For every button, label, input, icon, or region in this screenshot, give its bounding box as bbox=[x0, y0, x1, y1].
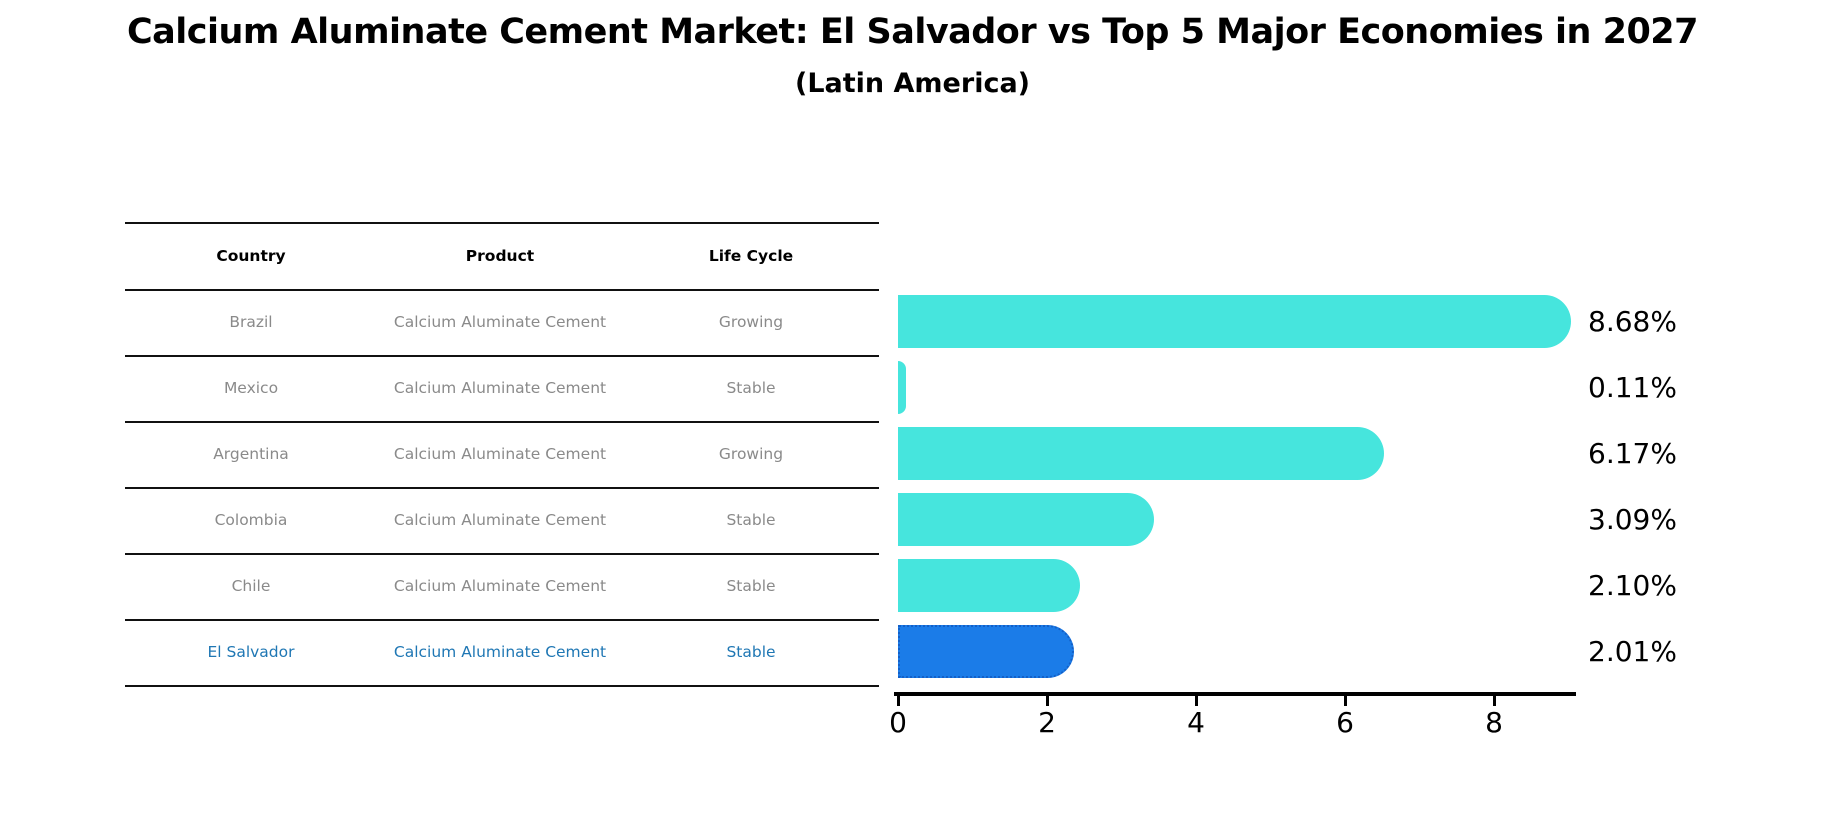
x-axis-tick-label: 6 bbox=[1336, 706, 1354, 739]
value-label-colombia: 3.09% bbox=[1588, 503, 1677, 536]
table-row-1-cell-product: Calcium Aluminate Cement bbox=[393, 313, 607, 331]
table-row-4-cell-product: Calcium Aluminate Cement bbox=[393, 511, 607, 529]
table-rule-line bbox=[125, 355, 879, 357]
table-row-2-cell-life-cycle: Stable bbox=[726, 379, 776, 397]
table-row-1-cell-life-cycle: Growing bbox=[718, 313, 784, 331]
table-rule-line bbox=[125, 222, 879, 224]
table-row-6-cell-life-cycle: Stable bbox=[726, 643, 776, 661]
table-row-3-cell-life-cycle: Growing bbox=[718, 445, 784, 463]
x-axis-line bbox=[894, 692, 1576, 696]
chart-subtitle: (Latin America) bbox=[794, 68, 1031, 99]
table-row-5-cell-life-cycle: Stable bbox=[726, 577, 776, 595]
bar-mexico bbox=[898, 361, 906, 414]
value-label-el-salvador: 2.01% bbox=[1588, 635, 1677, 668]
table-row-4-cell-country: Colombia bbox=[214, 511, 288, 529]
bar-highlight-el-salvador bbox=[898, 625, 1074, 678]
x-axis-tick-label: 0 bbox=[889, 706, 907, 739]
table-rule-line bbox=[125, 289, 879, 291]
table-row-2-cell-product: Calcium Aluminate Cement bbox=[393, 379, 607, 397]
table-row-6-cell-country: El Salvador bbox=[207, 643, 295, 661]
table-row-4-cell-life-cycle: Stable bbox=[726, 511, 776, 529]
bar-brazil bbox=[898, 295, 1571, 348]
table-rule-line bbox=[125, 553, 879, 555]
value-label-argentina: 6.17% bbox=[1588, 437, 1677, 470]
x-axis-tick bbox=[1045, 696, 1049, 706]
value-label-brazil: 8.68% bbox=[1588, 305, 1677, 338]
table-header-life-cycle: Life Cycle bbox=[708, 247, 794, 265]
table-row-6-cell-product: Calcium Aluminate Cement bbox=[393, 643, 607, 661]
table-rule-line bbox=[125, 685, 879, 687]
x-axis-tick bbox=[896, 696, 900, 706]
bar-colombia bbox=[898, 493, 1154, 546]
chart-title: Calcium Aluminate Cement Market: El Salv… bbox=[126, 12, 1699, 52]
table-row-3-cell-product: Calcium Aluminate Cement bbox=[393, 445, 607, 463]
table-row-3-cell-country: Argentina bbox=[213, 445, 289, 463]
table-row-1-cell-country: Brazil bbox=[229, 313, 273, 331]
value-label-chile: 2.10% bbox=[1588, 569, 1677, 602]
x-axis-tick bbox=[1492, 696, 1496, 706]
bar-chile bbox=[898, 559, 1080, 612]
bar-argentina bbox=[898, 427, 1384, 480]
value-label-mexico: 0.11% bbox=[1588, 371, 1677, 404]
table-header-country: Country bbox=[216, 247, 286, 265]
table-rule-line bbox=[125, 619, 879, 621]
x-axis-tick bbox=[1343, 696, 1347, 706]
table-row-5-cell-country: Chile bbox=[231, 577, 271, 595]
x-axis-tick bbox=[1194, 696, 1198, 706]
table-rule-line bbox=[125, 421, 879, 423]
table-rule-line bbox=[125, 487, 879, 489]
table-row-5-cell-product: Calcium Aluminate Cement bbox=[393, 577, 607, 595]
x-axis-tick-label: 8 bbox=[1485, 706, 1503, 739]
table-header-product: Product bbox=[465, 247, 535, 265]
x-axis-tick-label: 4 bbox=[1187, 706, 1205, 739]
table-row-2-cell-country: Mexico bbox=[223, 379, 279, 397]
x-axis-tick-label: 2 bbox=[1038, 706, 1056, 739]
